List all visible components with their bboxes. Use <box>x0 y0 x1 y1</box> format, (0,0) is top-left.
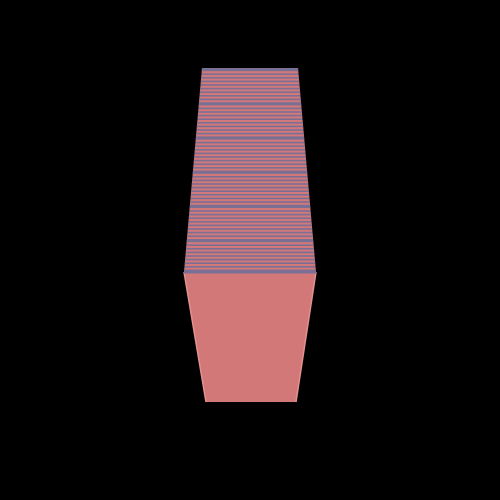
stripe <box>184 170 316 174</box>
stripe <box>184 95 316 97</box>
stripe <box>184 221 316 223</box>
stripe <box>184 87 316 90</box>
stripe <box>184 197 316 200</box>
stripe <box>184 107 316 110</box>
stripe <box>184 136 316 140</box>
stripe <box>184 149 316 151</box>
stripe <box>184 258 316 261</box>
stripe <box>184 217 316 219</box>
stripe <box>184 145 316 147</box>
stripe <box>184 244 316 246</box>
stripe <box>184 132 316 135</box>
stripe <box>184 141 316 144</box>
stripe <box>184 269 316 272</box>
stripe <box>184 102 316 106</box>
stripe <box>184 213 316 216</box>
stripe <box>184 118 316 120</box>
stripe <box>184 228 316 230</box>
stripe <box>184 231 316 234</box>
stripe <box>184 156 316 158</box>
stripe <box>184 179 316 182</box>
lower-solid-section <box>184 272 316 402</box>
stripe <box>184 235 316 237</box>
stripe <box>184 84 316 86</box>
stripe <box>184 98 316 101</box>
stripe <box>184 210 316 212</box>
stripe <box>184 122 316 124</box>
stripe <box>184 194 316 196</box>
stripe <box>184 255 316 257</box>
stripe <box>184 163 316 165</box>
stripe <box>184 114 316 117</box>
upper-base <box>184 68 316 272</box>
stripe <box>184 91 316 93</box>
stripe <box>184 125 316 128</box>
upper-striped-section <box>184 68 316 272</box>
stripe <box>184 186 316 189</box>
stripe <box>184 248 316 250</box>
stripe <box>184 167 316 169</box>
stripe <box>184 239 316 243</box>
stripe <box>184 201 316 203</box>
stripe <box>184 73 316 75</box>
stripe <box>184 80 316 83</box>
stripe <box>184 266 316 268</box>
stripe <box>184 159 316 162</box>
stripe <box>184 190 316 192</box>
lower-section-right-edge <box>295 271 317 403</box>
stripe <box>184 152 316 155</box>
stripe <box>184 224 316 227</box>
stripe <box>184 183 316 185</box>
lower-section-left-edge <box>183 271 207 403</box>
stripe <box>184 176 316 178</box>
stripe <box>184 262 316 264</box>
stripe <box>184 204 316 208</box>
stripe <box>184 129 316 131</box>
stripe <box>184 68 316 72</box>
stripe <box>184 77 316 79</box>
stripe-group <box>184 68 316 272</box>
stripe <box>184 251 316 254</box>
stripe <box>184 111 316 113</box>
